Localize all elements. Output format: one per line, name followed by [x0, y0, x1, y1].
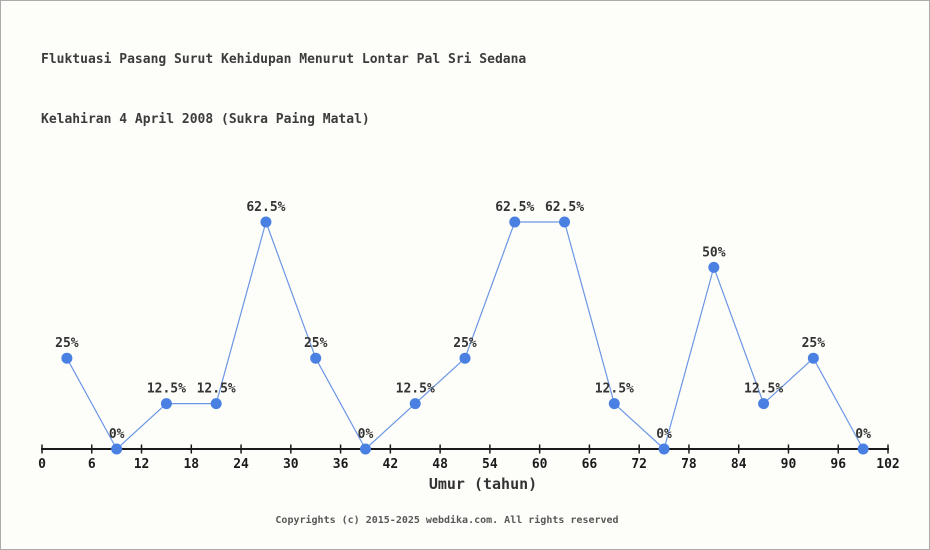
x-axis-tick-label: 6 [88, 457, 96, 472]
data-point [509, 216, 521, 228]
data-point [111, 443, 123, 455]
data-point-label: 12.5% [147, 382, 186, 397]
data-point [758, 398, 770, 410]
data-point [409, 398, 421, 410]
x-axis-tick-label: 72 [631, 457, 647, 472]
data-point [708, 261, 720, 273]
data-point [310, 352, 322, 364]
data-point-label: 0% [656, 427, 672, 442]
data-point-label: 0% [855, 427, 871, 442]
data-point [61, 352, 73, 364]
data-point [459, 352, 471, 364]
data-point-label: 25% [304, 336, 328, 351]
x-axis-tick-label: 96 [830, 457, 846, 472]
x-axis-tick-label: 0 [38, 457, 46, 472]
x-axis-tick-label: 66 [582, 457, 598, 472]
x-axis-tick-label: 78 [681, 457, 697, 472]
x-axis-tick-label: 24 [233, 457, 249, 472]
x-axis-tick-label: 84 [731, 457, 747, 472]
data-point [260, 216, 272, 228]
data-point-label: 50% [702, 245, 726, 260]
data-point [359, 443, 371, 455]
x-axis-tick-label: 54 [482, 457, 498, 472]
data-point-label: 0% [358, 427, 374, 442]
x-axis-tick-label: 30 [283, 457, 299, 472]
x-axis-tick-label: 36 [333, 457, 349, 472]
data-point-label: 12.5% [396, 382, 435, 397]
data-point-label: 12.5% [197, 382, 236, 397]
data-point-label: 25% [802, 336, 826, 351]
data-point-label: 12.5% [595, 382, 634, 397]
data-point-label: 12.5% [744, 382, 783, 397]
data-point-label: 62.5% [495, 200, 534, 215]
data-point [559, 216, 571, 228]
data-point-label: 25% [55, 336, 79, 351]
copyright-footer: Copyrights (c) 2015-2025 webdika.com. Al… [275, 515, 619, 526]
chart-title-line2: Kelahiran 4 April 2008 (Sukra Paing Mata… [41, 112, 370, 127]
data-point [857, 443, 869, 455]
x-axis-tick-label: 12 [134, 457, 150, 472]
x-axis-tick-label: 48 [432, 457, 448, 472]
data-point [160, 398, 172, 410]
chart-title: Fluktuasi Pasang Surut Kehidupan Menurut… [41, 10, 526, 170]
x-axis-tick-label: 90 [781, 457, 797, 472]
data-point-label: 0% [109, 427, 125, 442]
data-point [807, 352, 819, 364]
data-point-label: 62.5% [545, 200, 584, 215]
x-axis-tick-label: 102 [876, 457, 899, 472]
data-point [658, 443, 670, 455]
data-point-label: 62.5% [246, 200, 285, 215]
data-point [608, 398, 620, 410]
x-axis-tick-label: 18 [183, 457, 199, 472]
data-point [210, 398, 222, 410]
x-axis-tick-label: 60 [532, 457, 548, 472]
x-axis-label: Umur (tahun) [428, 475, 538, 493]
chart-title-line1: Fluktuasi Pasang Surut Kehidupan Menurut… [41, 52, 527, 67]
x-axis-tick-label: 42 [383, 457, 399, 472]
data-point-label: 25% [453, 336, 477, 351]
